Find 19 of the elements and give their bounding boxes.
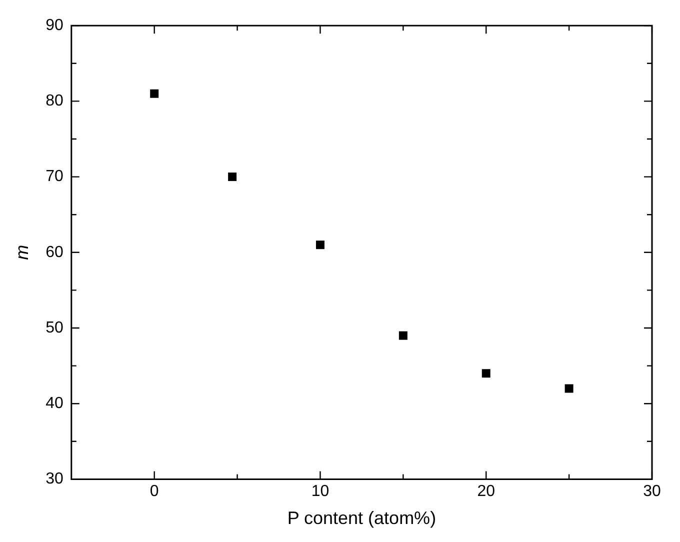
x-tick-label: 30 [643,483,661,500]
point [316,240,324,250]
y-tick-label: 80 [46,92,64,110]
y-tick-label: 50 [46,319,64,336]
y-tick-label: 90 [46,17,64,34]
y-axis-title: m [12,244,32,260]
y-tick-label: 60 [46,244,64,261]
x-axis-title: P content (atom%) [287,508,436,528]
point [564,384,574,393]
x-tick-label: 10 [311,483,330,500]
point [150,89,159,98]
y-tick-label: 30 [46,470,64,488]
x-tick-label: 0 [150,483,159,500]
y-tick-label: 70 [46,168,64,186]
point [482,369,490,378]
point [228,172,237,182]
point [398,331,408,340]
x-tick-label: 20 [477,483,496,500]
y-tick-label: 40 [46,395,64,412]
